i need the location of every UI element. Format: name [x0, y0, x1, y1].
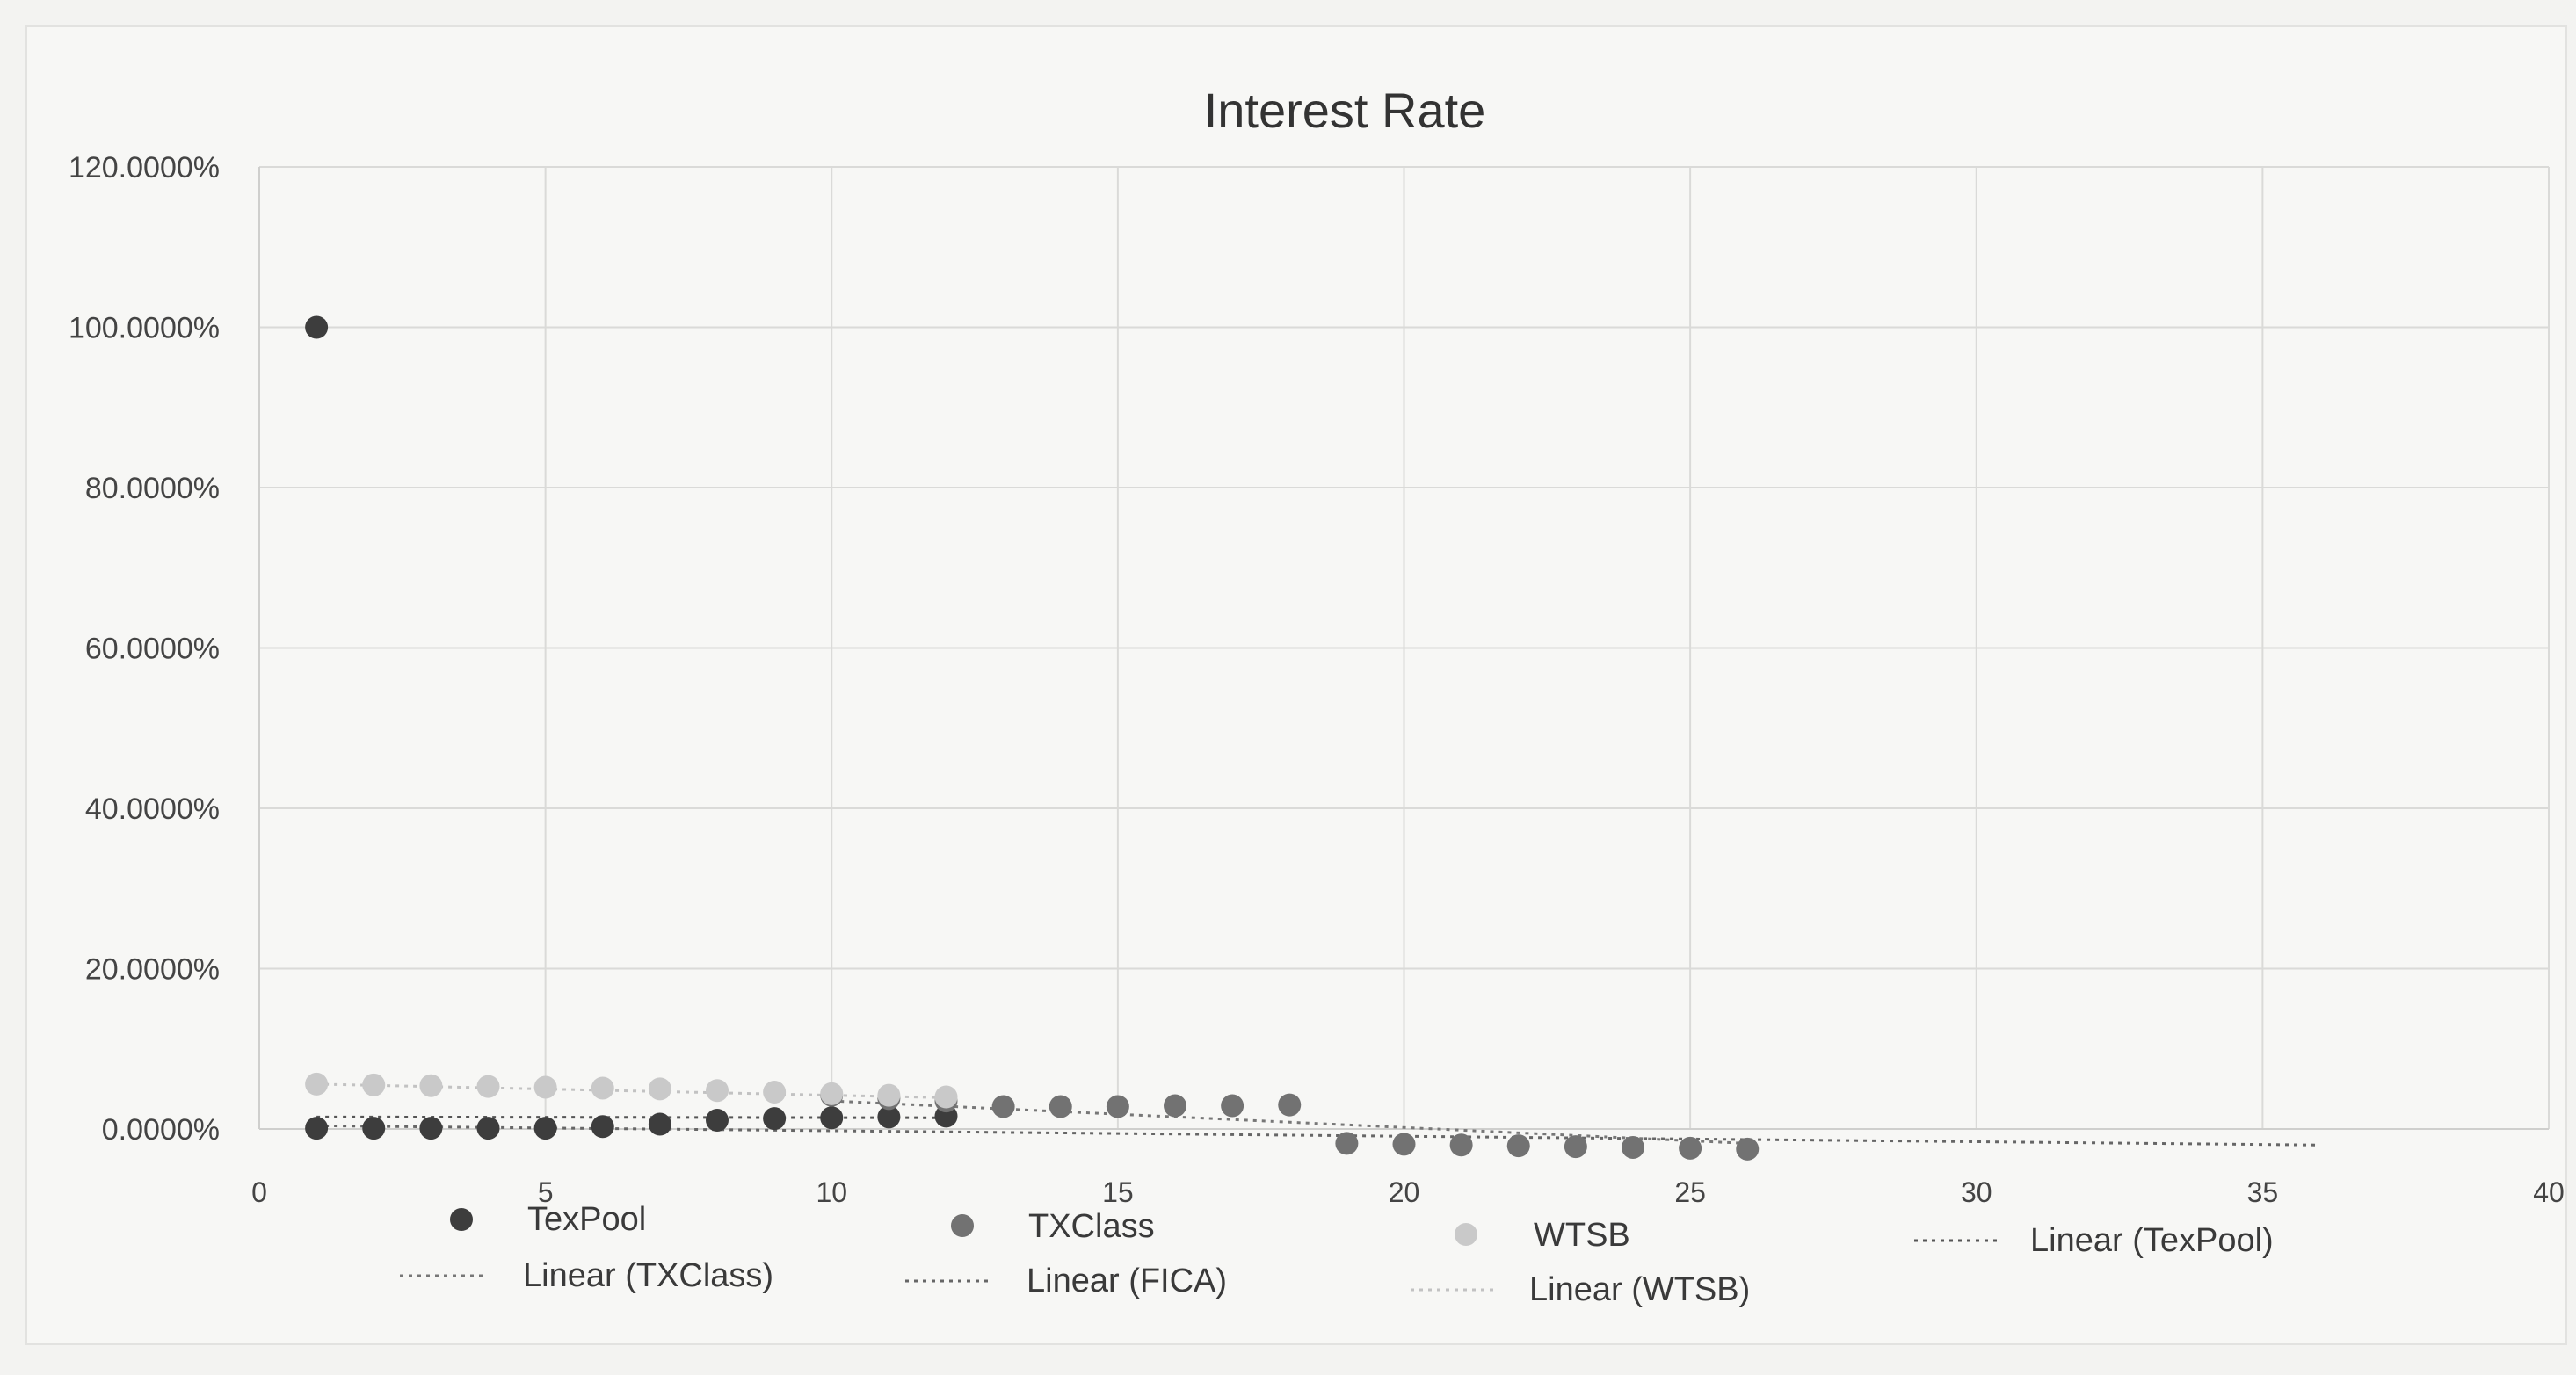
legend-label: Linear (TexPool)	[2030, 1222, 2274, 1259]
data-point	[305, 1117, 329, 1140]
chart-title: Interest Rate	[1204, 83, 1486, 138]
data-point	[648, 1112, 671, 1136]
chart-area	[25, 25, 2567, 1345]
legend-marker	[450, 1208, 473, 1231]
data-point	[1221, 1094, 1244, 1118]
data-point	[706, 1108, 729, 1132]
data-point	[362, 1117, 386, 1140]
legend-label: Linear (WTSB)	[1529, 1271, 1750, 1308]
data-point	[1564, 1135, 1587, 1159]
data-point	[763, 1107, 787, 1131]
trendline	[831, 1099, 1748, 1145]
legend-label: WTSB	[1534, 1217, 1630, 1254]
y-axis: 0.0000% 20.0000% 40.0000% 60.0000% 80.0000% 1…	[69, 151, 260, 1147]
y-tick-label: 60.0000%	[85, 633, 220, 666]
x-tick-label: 30	[1961, 1176, 1992, 1208]
data-point	[934, 1085, 958, 1109]
legend: TexPool TXClass WTSB Linear (TexPool) Linear…	[400, 1201, 2274, 1308]
data-point	[820, 1082, 844, 1105]
x-tick-label: 0	[251, 1176, 267, 1208]
data-point	[706, 1079, 729, 1103]
data-point	[362, 1073, 386, 1096]
legend-label: TXClass	[1028, 1208, 1155, 1245]
data-point	[1049, 1095, 1072, 1118]
data-point	[419, 1117, 443, 1140]
x-tick-label: 20	[1389, 1176, 1420, 1208]
data-points	[305, 315, 1760, 1161]
x-axis: 0 5 10 15 20 25 30 35 40	[251, 1128, 2565, 1208]
data-point	[591, 1115, 614, 1139]
data-point	[305, 315, 329, 339]
data-point	[533, 1075, 557, 1099]
data-point	[591, 1076, 614, 1100]
x-tick-label: 15	[1102, 1176, 1134, 1208]
data-point	[820, 1106, 844, 1130]
data-point	[877, 1105, 901, 1129]
data-point	[1278, 1093, 1302, 1117]
data-point	[1736, 1137, 1760, 1161]
legend-label: TexPool	[527, 1201, 646, 1238]
data-point	[1622, 1135, 1644, 1159]
data-point	[1449, 1133, 1473, 1157]
data-point	[533, 1117, 557, 1140]
x-tick-label: 5	[538, 1176, 554, 1208]
data-point	[419, 1074, 443, 1097]
legend-label: Linear (FICA)	[1027, 1263, 1227, 1299]
data-point	[1392, 1133, 1416, 1156]
data-point	[991, 1095, 1015, 1118]
data-point	[877, 1083, 901, 1107]
data-point	[1679, 1136, 1702, 1160]
x-tick-label: 40	[2533, 1176, 2565, 1208]
data-point	[1506, 1134, 1530, 1158]
y-tick-label: 80.0000%	[85, 472, 220, 505]
y-tick-label: 0.0000%	[102, 1113, 220, 1147]
gridlines	[258, 166, 2550, 1130]
trendlines	[316, 1082, 2320, 1147]
legend-marker	[951, 1214, 974, 1237]
data-point	[476, 1075, 500, 1098]
data-point	[648, 1077, 671, 1101]
x-tick-label: 25	[1674, 1176, 1706, 1208]
data-point	[1106, 1095, 1129, 1118]
y-tick-label: 20.0000%	[85, 953, 220, 987]
data-point	[305, 1072, 329, 1096]
data-point	[763, 1081, 787, 1104]
data-point	[476, 1117, 500, 1140]
y-tick-label: 120.0000%	[69, 151, 220, 185]
legend-label: Linear (TXClass)	[523, 1257, 773, 1294]
y-tick-label: 40.0000%	[85, 792, 220, 826]
y-tick-label: 100.0000%	[69, 312, 220, 345]
legend-marker	[1455, 1223, 1477, 1246]
x-tick-label: 10	[816, 1176, 847, 1208]
x-tick-label: 35	[2247, 1176, 2279, 1208]
data-point	[1335, 1132, 1359, 1155]
data-point	[1164, 1094, 1186, 1118]
